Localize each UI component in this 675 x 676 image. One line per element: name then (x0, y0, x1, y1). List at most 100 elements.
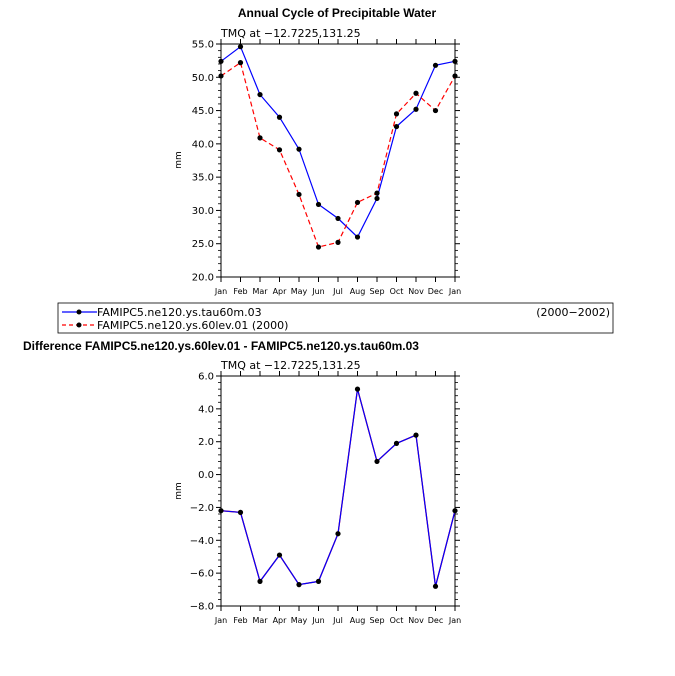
bottom-chart-xtick-label: Jan (214, 616, 227, 625)
top-chart-series-1-point (452, 58, 458, 64)
bottom-chart-series-1-point (315, 578, 322, 584)
bottom-chart-xtick-label: Nov (408, 616, 424, 625)
top-chart-ytick-label: 30.0 (192, 206, 214, 217)
bottom-chart-ytick-label: 2.0 (198, 437, 214, 448)
top-chart-xtick-label: Dec (428, 287, 443, 296)
bottom-chart-ylabel: mm (174, 482, 184, 500)
top-chart-xtick-label: Nov (408, 287, 424, 296)
top-chart-series-1-point (218, 58, 224, 64)
top-chart-series-1-point (296, 146, 302, 152)
bottom-chart-ytick-label: 6.0 (198, 372, 214, 383)
bottom-chart-axes: −8.0 −6.0 −4.0 −2.0 0.0 2.0 4.0 6.0 Jan Feb Mar Apr… (190, 371, 461, 625)
bottom-chart-title: Difference FAMIPC5.ne120.ys.60lev.01 - F… (23, 339, 419, 353)
bottom-chart-ytick-label: −2.0 (190, 503, 214, 514)
top-chart-series-2-point (218, 73, 224, 79)
top-chart-series-2-point (315, 244, 322, 250)
top-chart-series-2-point (393, 111, 400, 117)
top-chart-ytick-label: 20.0 (192, 273, 214, 284)
top-chart-title: Annual Cycle of Precipitable Water (238, 6, 437, 20)
top-chart-ytick-label: 25.0 (192, 239, 214, 250)
top-chart-xtick-label: Aug (350, 287, 366, 296)
bottom-chart-series-1-overlay-line (220, 388, 456, 587)
bottom-chart-ytick-label: −8.0 (190, 602, 214, 613)
bottom-chart-ytick-label: −4.0 (190, 536, 214, 547)
bottom-chart-series-1-point (374, 458, 380, 465)
top-chart-subtitle: TMQ at −12.7225,131.25 (220, 27, 361, 40)
bottom-chart-subtitle: TMQ at −12.7225,131.25 (220, 359, 361, 372)
legend: FAMIPC5.ne120.ys.tau60m.03 (2000−2002) F… (57, 302, 614, 334)
top-chart-xtick-label: Sep (369, 287, 384, 296)
bottom-chart-series-1-line (220, 388, 456, 587)
top-chart-ytick-label: 40.0 (192, 139, 214, 150)
top-chart-series-2-point (452, 73, 458, 79)
legend-marker-series-2 (76, 322, 82, 328)
bottom-chart-ytick-label: −6.0 (190, 569, 214, 580)
top-chart-series-1-point (257, 91, 263, 98)
bottom-chart-series-1-point (452, 508, 458, 514)
top-chart-series-2-point (296, 191, 302, 198)
top-chart-series-1-point (237, 44, 244, 50)
top-chart-series-1-point (354, 234, 361, 240)
bottom-chart-series-1-point (393, 440, 400, 446)
top-chart-series-1-line (220, 45, 456, 239)
top-chart-ytick-label: 35.0 (192, 173, 214, 184)
top-chart-xtick-label: Jul (332, 287, 343, 296)
top-chart-series-2-point (335, 239, 341, 245)
top-chart-ytick-label: 50.0 (192, 73, 214, 84)
bottom-chart-series-1-point (335, 531, 341, 537)
legend-box (57, 302, 614, 334)
top-chart-xtick-label: Oct (390, 287, 404, 296)
bottom-chart-xtick-label: Jul (332, 616, 343, 625)
bottom-chart-xtick-label: Aug (350, 616, 366, 625)
bottom-chart-xtick-label: Oct (390, 616, 404, 625)
top-chart-series-1-point (315, 201, 322, 208)
top-chart-series-2-point (237, 60, 244, 66)
top-chart-ylabel: mm (174, 151, 184, 169)
top-chart-series-2-point (257, 135, 263, 141)
top-chart-series-1-point (276, 114, 283, 120)
bottom-chart-xtick-label: May (291, 616, 308, 625)
bottom-chart-series-1-point (276, 552, 283, 558)
top-chart-series-2-point (413, 90, 419, 96)
bottom-chart-plot-frame (220, 375, 456, 607)
top-chart-xtick-label: Jan (448, 287, 461, 296)
bottom-chart-xtick-label: Mar (252, 616, 268, 625)
top-chart-series-1-point (374, 195, 380, 202)
top-chart-series-2-point (354, 199, 361, 206)
top-chart-series-1-point (393, 123, 400, 130)
bottom-chart-ytick-label: 4.0 (198, 404, 214, 415)
top-chart-ytick-label: 45.0 (192, 106, 214, 117)
bottom-chart-xtick-label: Jan (448, 616, 461, 625)
top-chart-series-1-point (335, 215, 341, 222)
bottom-chart-series-1-point (257, 578, 263, 584)
top-chart-series-1-point (413, 106, 419, 112)
bottom-chart-xtick-label: Dec (428, 616, 443, 625)
top-chart-axes: 20.0 25.0 30.0 35.0 40.0 45.0 50.0 55.0 Jan Feb Ma… (192, 39, 461, 296)
bottom-chart-series-1-point (413, 432, 419, 438)
bottom-chart-xtick-label: Feb (233, 616, 247, 625)
bottom-chart-xtick-label: Jun (311, 616, 325, 625)
top-chart-xtick-label: May (291, 287, 308, 296)
bottom-chart-series-1-point (218, 508, 224, 514)
top-chart-ytick-label: 55.0 (192, 40, 214, 51)
legend-period-series-1: (2000−2002) (536, 306, 610, 319)
top-chart-series-1-point (432, 62, 439, 68)
bottom-chart-series-1-point (237, 509, 244, 515)
top-chart-series-2-point (374, 190, 380, 196)
legend-label-series-1: FAMIPC5.ne120.ys.tau60m.03 (97, 306, 262, 319)
legend-marker-series-1 (76, 309, 82, 315)
top-chart-xtick-label: Jan (214, 287, 227, 296)
bottom-chart-series-1-point (296, 582, 302, 588)
top-chart-xtick-label: Apr (273, 287, 288, 296)
bottom-chart-ytick-label: 0.0 (198, 470, 214, 481)
top-chart-series-2-point (276, 147, 283, 153)
top-chart-series-2-point (432, 107, 439, 114)
top-chart-xtick-label: Jun (311, 287, 325, 296)
bottom-chart-xtick-label: Apr (273, 616, 288, 625)
legend-label-series-2: FAMIPC5.ne120.ys.60lev.01 (2000) (97, 319, 288, 332)
bottom-chart-series-1-point (354, 386, 361, 392)
top-chart-xtick-label: Feb (233, 287, 247, 296)
bottom-chart-series-1-point (432, 583, 439, 589)
top-chart-xtick-label: Mar (252, 287, 268, 296)
